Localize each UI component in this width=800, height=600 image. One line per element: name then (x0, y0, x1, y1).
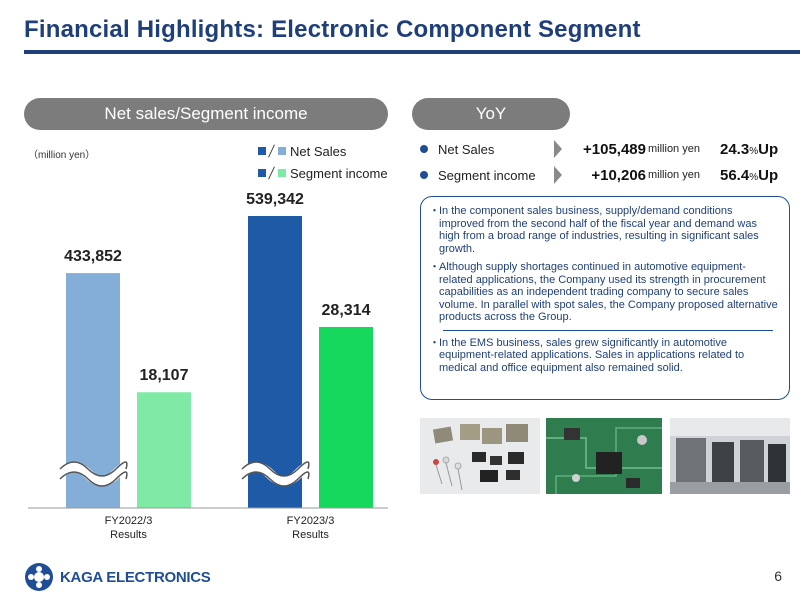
page-number: 6 (774, 568, 782, 584)
legend-swatch-fy2023 (258, 147, 266, 155)
company-logo: KAGA ELECTRONICS (24, 562, 211, 592)
note-text: In the component sales business, supply/… (439, 205, 759, 255)
x-tick-label: Results (292, 529, 329, 541)
chart-legend: Net Sales Segment income (258, 140, 388, 184)
note-text: In the EMS business, sales grew signific… (439, 336, 745, 374)
yoy-value: +10,206 (591, 166, 646, 184)
data-label-segment-income: 28,314 (322, 302, 371, 319)
photo-electronic-components (420, 418, 540, 494)
yoy-percent: 56.4%Up (720, 167, 778, 184)
percent-symbol: % (749, 145, 759, 157)
bar-segment-income (319, 327, 373, 508)
section-header-net-sales: Net sales/Segment income (24, 98, 388, 130)
x-tick-label: FY2023/3 (287, 515, 335, 527)
axis-break-icon (238, 462, 314, 486)
note-bullet: ・ (429, 261, 440, 273)
yoy-row-net-sales: Net Sales +105,489 million yen 24.3%Up (420, 138, 778, 160)
section-header-yoy: YoY (412, 98, 570, 130)
yoy-label: Segment income (438, 167, 536, 183)
photo-circuit-board (546, 418, 662, 494)
note-text: Although supply shortages continued in a… (439, 261, 778, 323)
note-item: ・ Although supply shortages continued in… (429, 261, 779, 324)
bar-chart: 433,852 18,107 539,342 28,314 FY2022/3 Resul… (28, 191, 388, 541)
legend-item-net-sales: Net Sales (258, 140, 388, 162)
note-bullet: ・ (429, 205, 440, 217)
yoy-value: +105,489 (583, 140, 646, 158)
note-item: ・ In the EMS business, sales grew signif… (429, 337, 779, 375)
note-bullet: ・ (429, 336, 440, 349)
legend-swatch-fy2022 (278, 169, 286, 177)
photo-production-line (670, 418, 790, 494)
note-item: ・ In the component sales business, suppl… (429, 205, 779, 255)
company-name: KAGA ELECTRONICS (60, 568, 211, 586)
title-underline (24, 50, 800, 54)
percent-symbol: % (749, 171, 759, 183)
yoy-percent-value: 56.4 (720, 166, 750, 184)
page-title: Financial Highlights: Electronic Compone… (24, 16, 641, 43)
legend-swatch-fy2023 (258, 169, 266, 177)
yoy-up-word: Up (758, 140, 779, 158)
axis-break-icon (56, 462, 132, 486)
legend-label-net-sales: Net Sales (290, 143, 347, 159)
kaga-logo-icon (25, 563, 53, 591)
x-tick-label: Results (110, 529, 147, 541)
arrow-right-icon (554, 140, 564, 158)
unit-note: （million yen） (28, 150, 96, 161)
bar-segment-income (137, 392, 191, 508)
note-divider (443, 329, 773, 331)
axis-break-line (241, 461, 310, 477)
axis-break-line (59, 461, 128, 477)
yoy-row-segment-income: Segment income +10,206 million yen 56.4%… (420, 164, 778, 186)
yoy-up-word: Up (758, 166, 779, 184)
legend-separator (268, 144, 276, 158)
arrow-right-icon (554, 166, 564, 184)
axis-break-line (59, 471, 128, 487)
data-label-segment-income: 18,107 (140, 367, 189, 384)
yoy-unit: million yen (648, 169, 700, 181)
legend-separator (268, 166, 276, 180)
notes-box: ・ In the component sales business, suppl… (420, 196, 790, 400)
yoy-unit: million yen (648, 143, 700, 155)
legend-swatch-fy2022 (278, 147, 286, 155)
bullet-dot-icon (420, 145, 428, 153)
yoy-percent-value: 24.3 (720, 140, 750, 158)
data-label-net-sales: 539,342 (246, 191, 304, 208)
legend-label-segment-income: Segment income (290, 165, 388, 181)
yoy-percent: 24.3%Up (720, 141, 778, 158)
bullet-dot-icon (420, 171, 428, 179)
yoy-label: Net Sales (438, 141, 495, 157)
data-label-net-sales: 433,852 (64, 248, 122, 265)
bar-net-sales (248, 216, 302, 508)
axis-break-line (241, 471, 310, 487)
x-tick-label: FY2022/3 (105, 515, 153, 527)
legend-item-segment-income: Segment income (258, 162, 388, 184)
